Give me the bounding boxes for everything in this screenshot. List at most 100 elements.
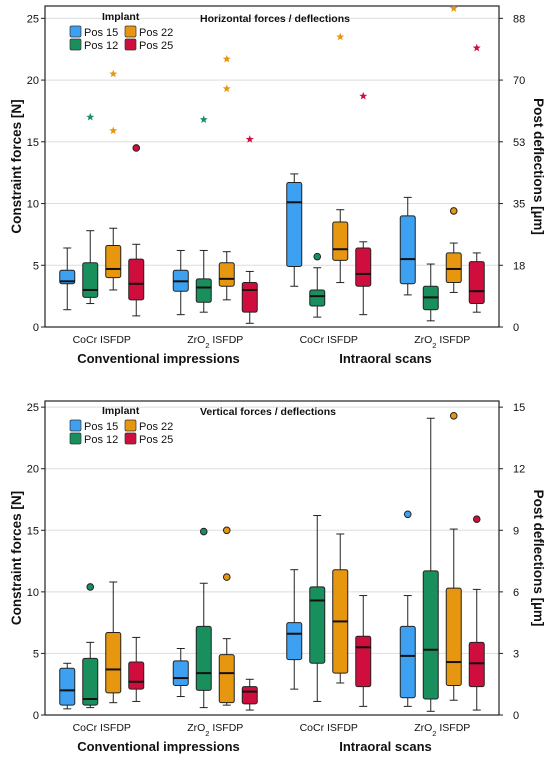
box-body: [355, 635, 372, 688]
boxplot: [218, 54, 235, 301]
y-tick-label: 0: [33, 710, 39, 722]
outlier-circle-marker: [449, 411, 458, 420]
boxplot: [105, 69, 122, 291]
outlier-circle-marker: [472, 515, 481, 524]
group-label: Intraoral scans: [339, 739, 432, 754]
legend-title: Implant: [102, 11, 140, 23]
outlier-circle-marker: [449, 207, 458, 215]
y-tick-label: 15: [27, 525, 39, 537]
y2-tick-label: 0: [513, 710, 519, 722]
box-body: [128, 258, 145, 301]
boxplot: [195, 527, 212, 709]
legend-item-label: Pos 25: [139, 434, 173, 446]
boxplot: [468, 515, 485, 711]
boxplot: [468, 43, 485, 313]
boxplot: [355, 91, 372, 316]
group-label: Conventional impressions: [77, 739, 240, 754]
box-body: [468, 641, 485, 688]
legend-swatch: [124, 419, 137, 432]
x-tick-label-main: ZrO: [414, 722, 432, 734]
boxplot: [309, 252, 326, 318]
legend-swatch: [69, 25, 82, 38]
box-body: [399, 215, 416, 285]
group-label: Intraoral scans: [339, 351, 432, 366]
y2-tick-label: 12: [513, 464, 525, 476]
box-body: [82, 262, 99, 298]
chart-title: Vertical forces / deflections: [200, 406, 336, 418]
legend-title: Implant: [102, 405, 140, 417]
legend-item-label: Pos 15: [84, 421, 118, 433]
boxplot: [105, 581, 122, 704]
x-tick-label: ZrO2 ISFDP: [414, 334, 470, 350]
boxplot: [422, 417, 439, 712]
box-body: [422, 570, 439, 700]
legend-swatch: [69, 419, 82, 432]
box-body: [286, 622, 303, 661]
boxplot: [59, 662, 76, 710]
y-tick-label: 15: [27, 137, 39, 149]
box-body: [218, 654, 235, 704]
outlier-star-marker: [359, 91, 368, 100]
legend-item-label: Pos 25: [139, 40, 173, 52]
box-body: [286, 182, 303, 268]
outlier-circle-marker: [222, 573, 231, 581]
y2-tick-label: 53: [513, 137, 525, 149]
legend-swatch: [124, 38, 137, 51]
legend-swatch: [124, 25, 137, 38]
y-tick-label: 10: [27, 199, 39, 211]
y-tick-label: 25: [27, 13, 39, 25]
x-tick-label: ZrO2 ISFDP: [187, 722, 243, 738]
x-tick-label: CoCr ISFDP: [73, 722, 131, 734]
x-tick-label-subscript: 2: [205, 729, 209, 738]
x-tick-label-main: ZrO: [414, 334, 432, 346]
box-body: [105, 631, 122, 694]
outlier-star-marker: [109, 126, 118, 135]
outlier-circle-marker: [313, 252, 322, 261]
boxplot: [332, 32, 349, 284]
x-tick-label-main: ZrO: [187, 722, 205, 734]
y-axis-label: Constraint forces [N]: [9, 99, 24, 233]
chart-title: Horizontal forces / deflections: [200, 13, 350, 25]
boxplot: [309, 515, 326, 702]
boxplot: [399, 510, 416, 707]
y-tick-label: 20: [27, 75, 39, 87]
y2-axis-label: Post deflections [µm]: [531, 490, 546, 627]
boxplot: [195, 115, 212, 313]
y-tick-label: 0: [33, 322, 39, 334]
x-tick-label-rest: ISFDP: [209, 334, 243, 346]
outlier-star-marker: [86, 112, 95, 121]
boxplot: [128, 636, 145, 702]
x-tick-label-subscript: 2: [432, 729, 436, 738]
x-tick-label-subscript: 2: [205, 341, 209, 350]
box-body: [128, 661, 145, 690]
outlier-circle-marker: [199, 527, 208, 536]
boxplot: [128, 144, 145, 317]
boxplot: [286, 173, 303, 287]
y-tick-label: 5: [33, 260, 39, 272]
box-body: [241, 282, 258, 313]
boxplot: [422, 263, 439, 322]
outlier-star-marker: [336, 32, 345, 41]
y2-tick-label: 6: [513, 587, 519, 599]
outlier-circle-marker: [132, 144, 141, 152]
box-body: [195, 278, 212, 303]
outlier-star-marker: [109, 69, 118, 78]
legend-item-label: Pos 22: [139, 421, 173, 433]
boxplot: [286, 569, 303, 690]
boxplot: [172, 648, 189, 698]
group-label: Conventional impressions: [77, 351, 240, 366]
outlier-star-marker: [449, 4, 458, 12]
legend-swatch: [124, 432, 137, 445]
boxplot: [59, 247, 76, 311]
y-axis-label: Constraint forces [N]: [9, 491, 24, 625]
x-tick-label-main: CoCr ISFDP: [73, 334, 131, 346]
outlier-star-marker: [222, 84, 231, 93]
x-tick-label: ZrO2 ISFDP: [187, 334, 243, 350]
x-tick-label-main: ZrO: [187, 334, 205, 346]
box-body: [105, 245, 122, 279]
legend-swatch: [69, 432, 82, 445]
x-tick-label: ZrO2 ISFDP: [414, 722, 470, 738]
boxplot: [332, 533, 349, 684]
